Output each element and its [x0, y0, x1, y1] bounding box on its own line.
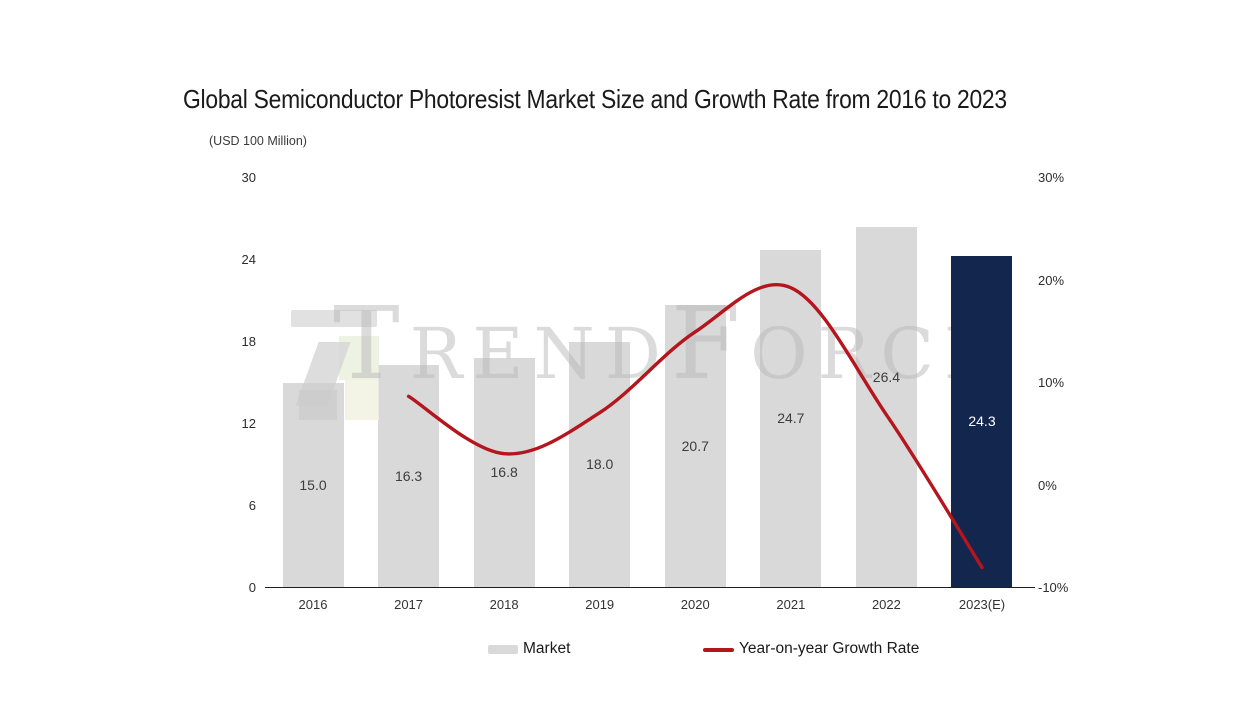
unit-label: (USD 100 Million) — [209, 134, 307, 148]
bar-value-label: 16.8 — [490, 464, 518, 481]
growth-line-layer — [265, 178, 1032, 588]
legend-market-swatch — [488, 645, 518, 654]
bar-value-label: 18.0 — [586, 456, 614, 472]
x-axis-label: 2019 — [585, 597, 615, 612]
left-axis-tick: 12 — [241, 416, 256, 431]
right-axis-tick: 30% — [1038, 170, 1065, 185]
legend-market-label: Market — [523, 640, 571, 657]
left-axis-tick: 18 — [241, 334, 256, 349]
legend-growth-line-swatch — [703, 648, 734, 652]
left-axis-tick: 30 — [241, 170, 256, 185]
bar-2017 — [378, 365, 440, 588]
watermark: TrendForce — [265, 178, 1032, 588]
right-axis-tick: 0% — [1038, 477, 1057, 493]
legend-growth-label: Year-on-year Growth Rate — [739, 640, 920, 657]
chart-title: Global Semiconductor Photoresist Market … — [183, 84, 1007, 114]
x-axis-label: 2020 — [680, 597, 710, 612]
right-axis-tick: 20% — [1038, 272, 1065, 288]
growth-rate-line — [406, 282, 984, 570]
bar-2020 — [664, 305, 726, 588]
x-axis-label: 2018 — [489, 597, 519, 612]
watermark-text: TrendForce — [333, 285, 1006, 402]
bar-2022 — [855, 227, 917, 588]
bar-value-label: 24.7 — [777, 410, 805, 427]
bar-value-label: 24.3 — [968, 412, 996, 429]
bar-2021 — [760, 250, 822, 588]
x-axis-label: 2017 — [394, 597, 424, 612]
right-axis-tick: -10% — [1038, 580, 1069, 595]
trendforce-logo-icon — [285, 306, 381, 422]
left-axis-tick: 24 — [241, 252, 256, 267]
left-axis-tick: 6 — [248, 498, 256, 513]
bar-2018 — [473, 358, 535, 588]
x-axis-label: 2022 — [871, 597, 901, 612]
bar-value-label: 20.7 — [681, 437, 709, 454]
bar-labels-layer: 15.0 16.3 16.8 18.0 20.7 24.7 26.4 24.3 — [265, 178, 1032, 588]
x-axis-label: 2016 — [298, 597, 328, 612]
bar-2019 — [569, 342, 631, 588]
bar-value-label: 15.0 — [299, 476, 327, 493]
x-axis-line — [265, 587, 1035, 589]
bar-value-label: 16.3 — [394, 467, 423, 484]
x-axis-label: 2021 — [776, 597, 806, 612]
x-axis-label: 2023(E) — [958, 597, 1006, 612]
plot-area: TrendForce 15.0 16.3 16.8 18.0 20.7 24.7 26.4 2… — [265, 178, 1032, 588]
right-axis-tick: 10% — [1038, 375, 1065, 390]
bars-layer — [265, 178, 1032, 588]
left-axis-tick: 0 — [248, 580, 256, 595]
bar-value-label: 26.4 — [872, 368, 901, 385]
